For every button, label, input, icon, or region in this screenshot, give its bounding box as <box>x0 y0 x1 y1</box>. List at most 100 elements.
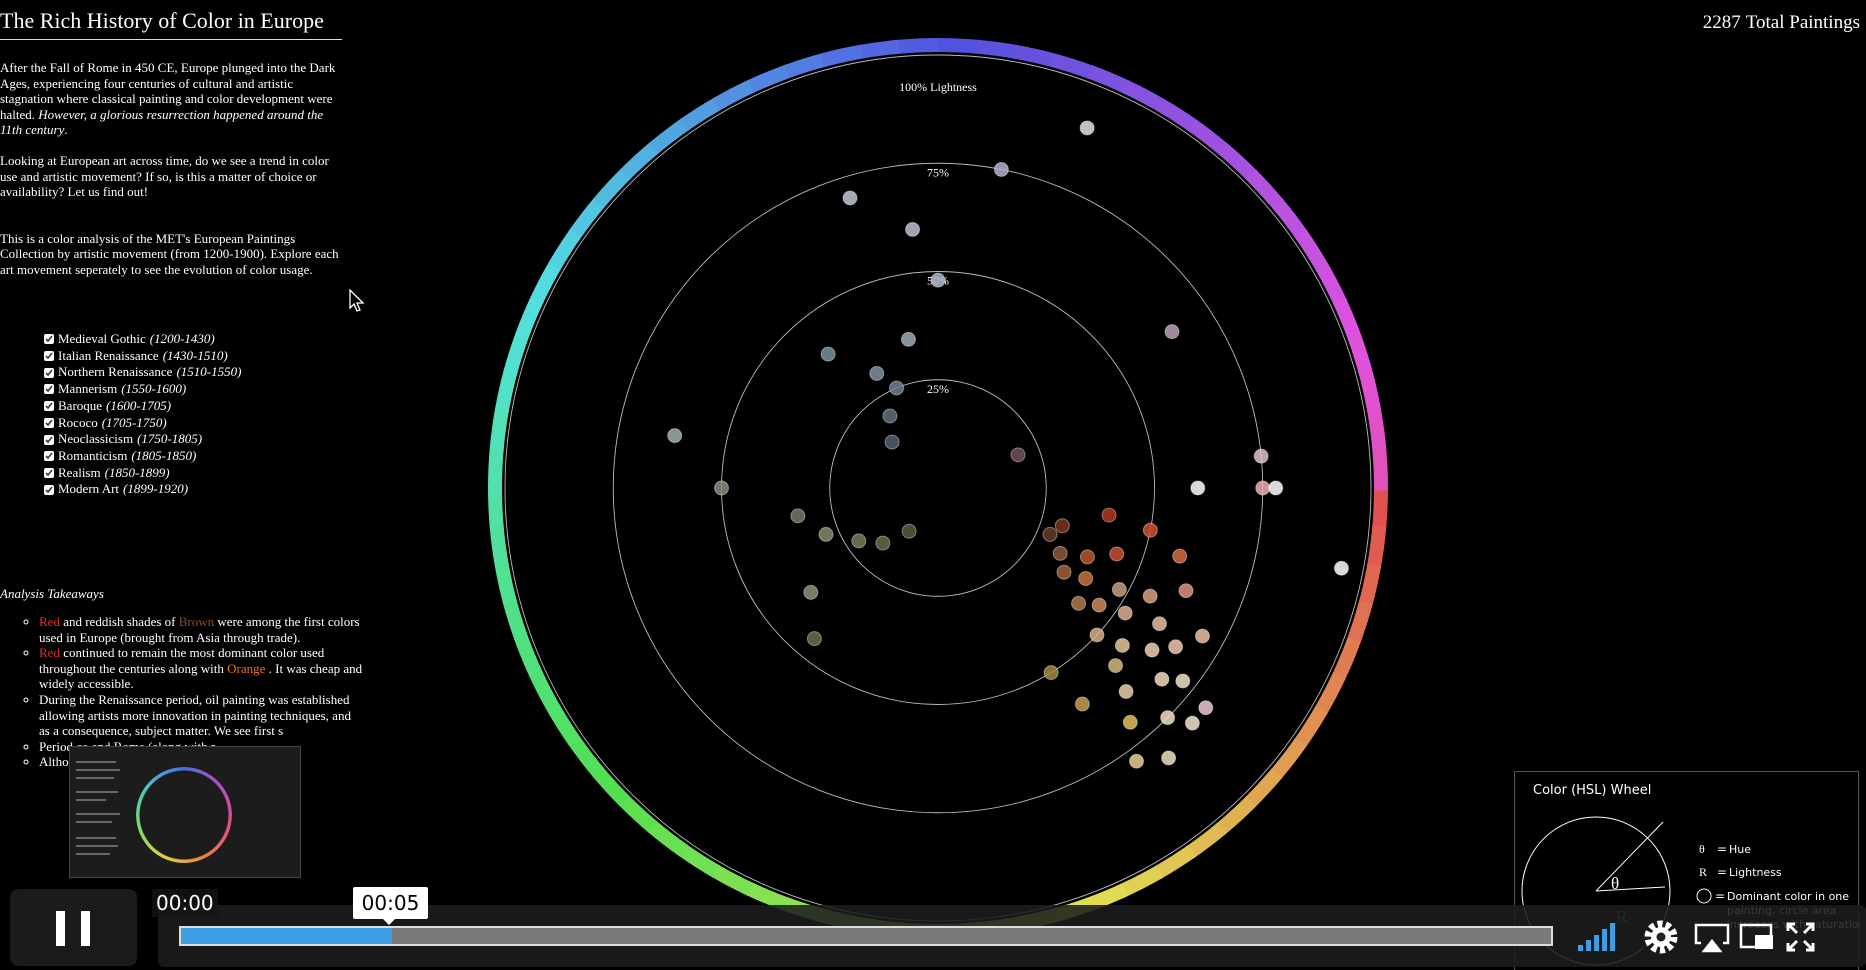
painting-dot <box>1056 564 1072 580</box>
hue-ring-segment <box>619 141 660 180</box>
movement-checkbox[interactable] <box>44 467 54 478</box>
hue-ring-segment <box>1314 672 1346 716</box>
painting-dot <box>1175 673 1191 689</box>
text-segment: Orange <box>227 660 266 676</box>
painting-dot <box>1333 560 1349 576</box>
painting-dot <box>714 480 729 496</box>
movement-checkbox[interactable] <box>44 384 54 395</box>
painting-dot <box>1111 582 1127 598</box>
movement-checkbox[interactable] <box>44 367 54 378</box>
paragraph: This is a color analysis of the MET's Eu… <box>0 231 345 278</box>
movement-option: Rococo (1705-1750) <box>44 415 241 432</box>
painting-dot <box>790 508 806 524</box>
painting-dot <box>1118 683 1134 699</box>
hue-ring-segment <box>515 295 544 339</box>
player-icons <box>1578 920 1815 954</box>
painting-dot <box>889 380 905 396</box>
movement-years: (1899-1920) <box>123 481 189 497</box>
movement-checkbox[interactable] <box>44 401 54 412</box>
movement-name: Modern Art <box>58 481 120 497</box>
text-segment: During the Renaissance period, oil paint… <box>39 691 351 739</box>
painting-dot <box>1091 597 1107 613</box>
fullscreen-button[interactable] <box>1786 922 1815 952</box>
painting-dot <box>1117 605 1133 621</box>
hue-ring-segment <box>784 52 828 79</box>
movement-checkbox[interactable] <box>44 417 54 428</box>
painting-dot <box>1198 700 1214 716</box>
pause-button[interactable] <box>10 889 137 966</box>
painting-dot <box>820 346 836 362</box>
movement-option: Romanticism (1805-1850) <box>44 448 241 465</box>
legend-equals: = <box>1717 842 1727 856</box>
movement-list: Medieval Gothic (1200-1430) Italian Renais… <box>44 331 241 498</box>
movement-years: (1600-1705) <box>106 397 172 413</box>
painting-dot <box>803 584 819 600</box>
hue-ring-segment <box>1120 865 1164 897</box>
hue-ring-segment <box>593 168 632 208</box>
legend-theta: θ <box>1611 874 1619 893</box>
hue-ring-segment <box>494 561 517 605</box>
painting-dot <box>884 434 900 450</box>
movement-years: (1850-1899) <box>104 464 170 480</box>
hue-ring-segment <box>547 703 581 747</box>
painting-dot <box>667 428 683 444</box>
movement-checkbox[interactable] <box>44 334 54 345</box>
legend-theta-symbol: θ <box>1699 842 1705 856</box>
movement-checkbox[interactable] <box>44 351 54 362</box>
current-time: 00:00 <box>152 889 218 917</box>
painting-dot <box>1184 715 1200 731</box>
movement-option: Northern Renaissance (1510-1550) <box>44 364 241 381</box>
movement-years: (1750-1805) <box>137 431 203 447</box>
painting-dot <box>1074 696 1090 712</box>
painting-dot <box>1054 518 1070 534</box>
movement-checkbox[interactable] <box>44 484 54 495</box>
painting-dot <box>1079 549 1095 565</box>
movement-years: (1550-1600) <box>121 381 187 397</box>
hue-ring-segment <box>1153 845 1197 879</box>
total-paintings: 2287 Total Paintings <box>1703 12 1860 34</box>
hue-ring-segment <box>1367 409 1387 453</box>
hue-ring-segment <box>591 766 630 807</box>
text-segment: Althou <box>39 754 76 770</box>
hue-ring-segment <box>1188 119 1230 156</box>
legend-hue: Hue <box>1729 843 1751 856</box>
hue-ring-segment <box>1122 80 1166 112</box>
painting-dot <box>1043 665 1059 681</box>
progress-bar[interactable] <box>179 926 1553 946</box>
settings-button[interactable] <box>1644 920 1678 954</box>
legend-title: Color (HSL) Wheel <box>1533 783 1651 798</box>
painting-dot <box>1178 583 1194 599</box>
painting-dot <box>882 408 898 424</box>
movement-option: Realism (1850-1899) <box>44 465 241 482</box>
hue-ring-segment <box>710 864 754 896</box>
movement-name: Medieval Gothic <box>58 331 146 346</box>
painting-dot <box>818 526 834 542</box>
hue-ring-segment <box>1087 65 1131 94</box>
movement-years: (1805-1850) <box>131 447 197 463</box>
quality-button[interactable] <box>1578 923 1615 951</box>
movement-option: Mannerism (1550-1600) <box>44 381 241 398</box>
movement-checkbox[interactable] <box>44 434 54 445</box>
legend-equals: = <box>1715 889 1725 903</box>
painting-dot <box>1042 526 1058 542</box>
pip-button[interactable] <box>1739 923 1773 949</box>
hue-ring-segment <box>1295 229 1329 273</box>
paragraph: Looking at European art across time, do … <box>0 153 345 200</box>
painting-dot <box>1071 595 1087 611</box>
painting-dot <box>1160 710 1176 726</box>
hue-ring-segment <box>488 485 504 528</box>
total-count: 2287 <box>1702 12 1741 33</box>
hue-ring-segment <box>646 820 688 857</box>
painting-dot <box>905 221 921 237</box>
painting-dot <box>1194 628 1210 644</box>
legend-lightness: Lightness <box>1729 866 1782 879</box>
hue-ring-segment <box>1218 143 1258 182</box>
video-thumbnail <box>69 746 301 878</box>
airplay-button[interactable] <box>1694 923 1730 953</box>
hue-ring-segment <box>1271 198 1308 240</box>
painting-dot <box>842 190 858 206</box>
painting-dot <box>1101 507 1117 523</box>
painting-dot <box>1108 658 1124 674</box>
movement-checkbox[interactable] <box>44 451 54 462</box>
lightness-ring <box>504 54 1372 922</box>
